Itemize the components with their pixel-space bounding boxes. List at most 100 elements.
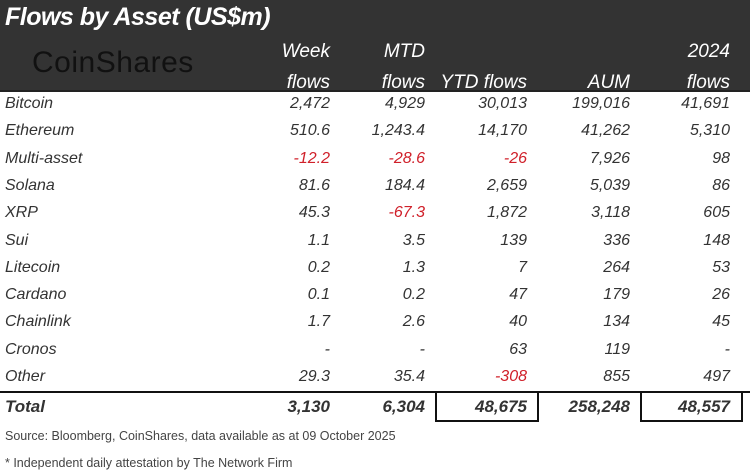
cell-ytd: 7 [518, 258, 527, 276]
cell-aum: 7,926 [589, 149, 630, 167]
cell-ytd: 48,675 [475, 397, 527, 416]
col-header-line2: YTD flows [440, 72, 527, 93]
cell-2024: 48,557 [678, 397, 730, 416]
cell-ytd: 30,013 [478, 95, 527, 112]
cell-aum: 199,016 [572, 95, 630, 112]
cell-mtd: - [419, 340, 425, 358]
cell-mtd: -28.6 [388, 149, 425, 167]
cell-aum: 258,248 [568, 397, 630, 416]
table-row: Ethereum 510.6 1,243.4 14,170 41,262 5,310 [0, 122, 750, 149]
table-row: Sui 1.1 3.5 139 336 148 [0, 232, 750, 259]
cell-week: 0.1 [307, 286, 330, 304]
col-header-line1 [530, 36, 630, 67]
cell-ytd: 2,659 [486, 176, 527, 194]
row-label: Multi-asset [5, 149, 83, 167]
col-header-line1: MTD [383, 41, 425, 62]
cell-2024: - [724, 340, 730, 358]
cell-mtd: 3.5 [402, 231, 425, 249]
cell-week: 1.7 [307, 313, 330, 331]
cell-2024: 98 [712, 149, 730, 167]
table-row: Other 29.3 35.4 -308 855 497 [0, 368, 750, 395]
cell-week: 81.6 [298, 176, 330, 194]
col-header-line1: 2024 [687, 41, 730, 62]
cell-week: - [324, 340, 330, 358]
cell-2024: 41,691 [681, 95, 730, 112]
row-label: Total [5, 397, 45, 416]
row-label: Litecoin [5, 258, 61, 276]
table-header: Flows by Asset (US$m) CoinShares Week flo… [0, 0, 750, 93]
col-header-ytd: YTD flows [407, 36, 527, 98]
total-divider [0, 391, 750, 393]
page-title: Flows by Asset (US$m) [5, 3, 271, 31]
col-header-line2: flows [686, 72, 730, 93]
cell-ytd: 1,872 [486, 204, 527, 222]
cell-aum: 3,118 [591, 204, 630, 222]
cell-ytd: 40 [509, 313, 527, 331]
cell-mtd: 6,304 [382, 397, 425, 416]
footnote: * Independent daily attestation by The N… [5, 456, 293, 470]
cell-ytd: 14,170 [478, 122, 527, 140]
cell-2024: 605 [703, 204, 730, 222]
table-row: Cardano 0.1 0.2 47 179 26 [0, 286, 750, 313]
cell-2024: 497 [703, 368, 730, 385]
col-header-week: Week flows [230, 36, 330, 98]
ytd-total-highlight-box [435, 391, 539, 422]
cell-2024: 148 [703, 231, 730, 249]
cell-week: 510.6 [289, 122, 330, 140]
cell-week: -12.2 [293, 149, 330, 167]
row-label: Cronos [5, 340, 57, 358]
cell-2024: 53 [712, 258, 730, 276]
table-row: Multi-asset -12.2 -28.6 -26 7,926 98 [0, 150, 750, 177]
cell-mtd: -67.3 [388, 204, 425, 222]
cell-aum: 336 [603, 231, 630, 249]
cell-week: 2,472 [289, 95, 330, 112]
col-header-line2: AUM [587, 72, 630, 93]
table-row: Bitcoin 2,472 4,929 30,013 199,016 41,691 [0, 95, 750, 122]
col-header-mtd: MTD flows [325, 36, 425, 98]
row-label: Chainlink [5, 313, 71, 331]
cell-2024: 26 [712, 286, 730, 304]
cell-aum: 134 [603, 313, 630, 331]
row-label: Cardano [5, 286, 67, 304]
cell-aum: 41,262 [581, 122, 630, 140]
cell-mtd: 184.4 [384, 176, 425, 194]
cell-week: 3,130 [287, 397, 330, 416]
row-label: Ethereum [5, 122, 75, 140]
cell-ytd: 139 [500, 231, 527, 249]
cell-2024: 86 [712, 176, 730, 194]
cell-mtd: 4,929 [384, 95, 425, 112]
col-header-line1 [407, 36, 527, 67]
table-row: Solana 81.6 184.4 2,659 5,039 86 [0, 177, 750, 204]
col-header-aum: AUM [530, 36, 630, 98]
cell-week: 0.2 [307, 258, 330, 276]
row-label: XRP [5, 204, 38, 222]
coinshares-logo: CoinShares [32, 46, 194, 79]
table-row: Litecoin 0.2 1.3 7 264 53 [0, 259, 750, 286]
cell-mtd: 2.6 [402, 313, 425, 331]
row-label: Bitcoin [5, 95, 54, 112]
cell-ytd: -308 [494, 368, 527, 385]
total-row: Total 3,130 6,304 48,675 258,248 48,557 [0, 397, 750, 424]
row-label: Sui [5, 231, 29, 249]
col-header-2024: 2024 flows [630, 36, 730, 98]
cell-aum: 264 [603, 258, 630, 276]
cell-2024: 45 [712, 313, 730, 331]
cell-week: 45.3 [298, 204, 330, 222]
cell-aum: 5,039 [589, 176, 630, 194]
cell-aum: 179 [603, 286, 630, 304]
row-label: Solana [5, 176, 55, 194]
row-label: Other [5, 368, 46, 385]
cell-2024: 5,310 [689, 122, 730, 140]
table-row: XRP 45.3 -67.3 1,872 3,118 605 [0, 204, 750, 231]
col-header-line2: flows [381, 72, 425, 93]
source-note: Source: Bloomberg, CoinShares, data avai… [5, 429, 396, 443]
cell-aum: 855 [603, 368, 630, 385]
cell-week: 1.1 [307, 231, 330, 249]
col-header-line1: Week [281, 41, 330, 62]
cell-mtd: 1.3 [402, 258, 425, 276]
col-header-line2: flows [286, 72, 330, 93]
cell-mtd: 1,243.4 [371, 122, 425, 140]
cell-mtd: 35.4 [393, 368, 425, 385]
table-row: Cronos - - 63 119 - [0, 341, 750, 368]
cell-mtd: 0.2 [402, 286, 425, 304]
